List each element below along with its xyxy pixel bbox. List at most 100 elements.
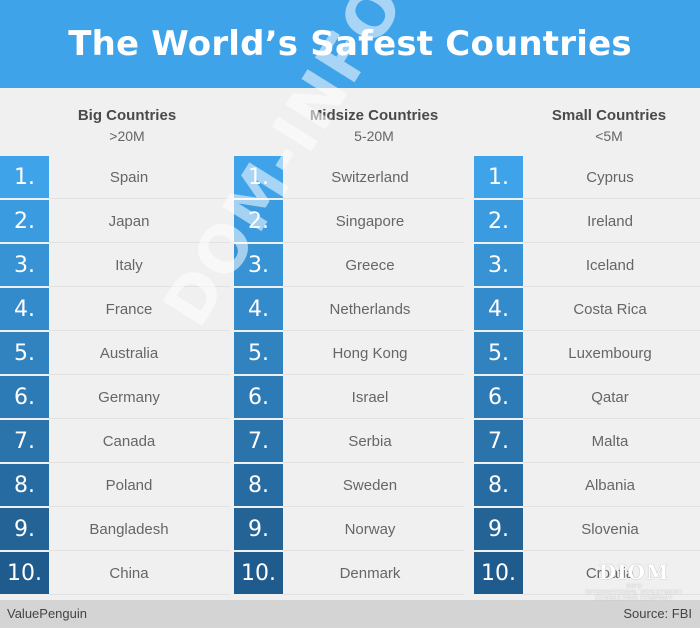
list-item: 10. China bbox=[0, 551, 230, 595]
logo-subtitle: INFO bbox=[626, 584, 642, 590]
row-divider bbox=[523, 330, 700, 331]
list-item: 8. Albania bbox=[474, 463, 700, 507]
row-divider bbox=[523, 198, 700, 199]
list-item: 3. Iceland bbox=[474, 243, 700, 287]
ranking-list-big: 1. Spain 2. Japan 3. Italy 4. France 5. Australia… bbox=[0, 155, 230, 595]
row-divider bbox=[523, 462, 700, 463]
row-divider bbox=[523, 594, 700, 595]
list-item: 6. Qatar bbox=[474, 375, 700, 419]
rank-badge: 8. bbox=[474, 464, 523, 506]
row-divider bbox=[523, 242, 700, 243]
country-name: Malta bbox=[591, 432, 629, 450]
rank-badge: 9. bbox=[0, 508, 49, 550]
list-item: 5. Hong Kong bbox=[234, 331, 464, 375]
country-name: Canada bbox=[102, 432, 156, 450]
list-item: 5. Australia bbox=[0, 331, 230, 375]
country-name: Spain bbox=[109, 168, 149, 186]
list-item: 10. Croatia bbox=[474, 551, 700, 595]
row-divider bbox=[283, 594, 464, 595]
country-name: Serbia bbox=[348, 432, 392, 450]
rank-badge: 7. bbox=[474, 420, 523, 462]
list-item: 2. Japan bbox=[0, 199, 230, 243]
row-divider bbox=[523, 506, 700, 507]
rank-badge: 6. bbox=[474, 376, 523, 418]
row-divider bbox=[523, 418, 700, 419]
column-header-small: Small Countries <5M bbox=[509, 106, 700, 146]
country-name: Denmark bbox=[339, 564, 401, 582]
rank-badge: 10. bbox=[474, 552, 523, 594]
logo-tagline-2: CONSULTING COMPANY bbox=[595, 596, 673, 602]
ranking-list-midsize: 1. Switzerland 2. Singapore 3. Greece 4. Nether… bbox=[234, 155, 464, 595]
list-item: 7. Canada bbox=[0, 419, 230, 463]
country-name: France bbox=[105, 300, 153, 318]
row-divider bbox=[283, 506, 464, 507]
country-name: Ireland bbox=[587, 212, 633, 230]
row-divider bbox=[49, 242, 230, 243]
row-divider bbox=[49, 594, 230, 595]
row-divider bbox=[283, 550, 464, 551]
country-name: China bbox=[109, 564, 149, 582]
row-divider bbox=[283, 242, 464, 243]
row-divider bbox=[49, 198, 230, 199]
country-name: Cyprus bbox=[586, 168, 634, 186]
list-item: 9. Norway bbox=[234, 507, 464, 551]
row-divider bbox=[283, 374, 464, 375]
country-name: Singapore bbox=[335, 212, 405, 230]
list-item: 9. Bangladesh bbox=[0, 507, 230, 551]
row-divider bbox=[49, 286, 230, 287]
country-name: Netherlands bbox=[329, 300, 411, 318]
rank-badge: 4. bbox=[474, 288, 523, 330]
list-item: 4. Netherlands bbox=[234, 287, 464, 331]
country-name: Luxembourg bbox=[568, 344, 652, 362]
row-divider bbox=[523, 374, 700, 375]
country-name: Hong Kong bbox=[332, 344, 408, 362]
row-divider bbox=[49, 506, 230, 507]
country-name: Sweden bbox=[342, 476, 398, 494]
list-item: 1. Cyprus bbox=[474, 155, 700, 199]
rank-badge: 8. bbox=[0, 464, 49, 506]
country-name: Costa Rica bbox=[573, 300, 647, 318]
rank-badge: 5. bbox=[0, 332, 49, 374]
country-name: Iceland bbox=[585, 256, 635, 274]
column-title: Small Countries bbox=[551, 107, 667, 124]
column-range: >20M bbox=[109, 128, 145, 144]
row-divider bbox=[49, 330, 230, 331]
column-title: Big Countries bbox=[77, 107, 177, 124]
rank-badge: 7. bbox=[234, 420, 283, 462]
rank-badge: 6. bbox=[234, 376, 283, 418]
rank-badge: 2. bbox=[474, 200, 523, 242]
list-item: 8. Poland bbox=[0, 463, 230, 507]
column-header-big: Big Countries >20M bbox=[27, 106, 227, 146]
row-divider bbox=[49, 374, 230, 375]
list-item: 7. Serbia bbox=[234, 419, 464, 463]
country-name: Japan bbox=[108, 212, 150, 230]
column-header-midsize: Midsize Countries 5-20M bbox=[274, 106, 474, 146]
row-divider bbox=[49, 462, 230, 463]
row-divider bbox=[49, 550, 230, 551]
list-item: 2. Singapore bbox=[234, 199, 464, 243]
rank-badge: 1. bbox=[0, 156, 49, 198]
rank-badge: 3. bbox=[234, 244, 283, 286]
rank-badge: 10. bbox=[234, 552, 283, 594]
footer-bar: ValuePenguin Source: FBI bbox=[0, 600, 700, 628]
country-name: Poland bbox=[105, 476, 153, 494]
country-name: Bangladesh bbox=[89, 520, 169, 538]
country-name: Italy bbox=[115, 256, 143, 274]
country-name: Australia bbox=[99, 344, 159, 362]
row-divider bbox=[283, 418, 464, 419]
country-name: Germany bbox=[98, 388, 160, 406]
list-item: 6. Israel bbox=[234, 375, 464, 419]
watermark-logo: DIOM INFO INTERNATIONAL INVESTMENT CONSU… bbox=[572, 560, 696, 616]
source-credit: Source: FBI bbox=[623, 606, 692, 621]
country-name: Switzerland bbox=[331, 168, 409, 186]
rank-badge: 9. bbox=[474, 508, 523, 550]
row-divider bbox=[283, 198, 464, 199]
rank-badge: 3. bbox=[0, 244, 49, 286]
logo-mark: DIOM bbox=[598, 560, 670, 584]
list-item: 7. Malta bbox=[474, 419, 700, 463]
country-name: Norway bbox=[344, 520, 396, 538]
row-divider bbox=[283, 330, 464, 331]
header-banner: The World’s Safest Countries bbox=[0, 0, 700, 88]
row-divider bbox=[283, 286, 464, 287]
